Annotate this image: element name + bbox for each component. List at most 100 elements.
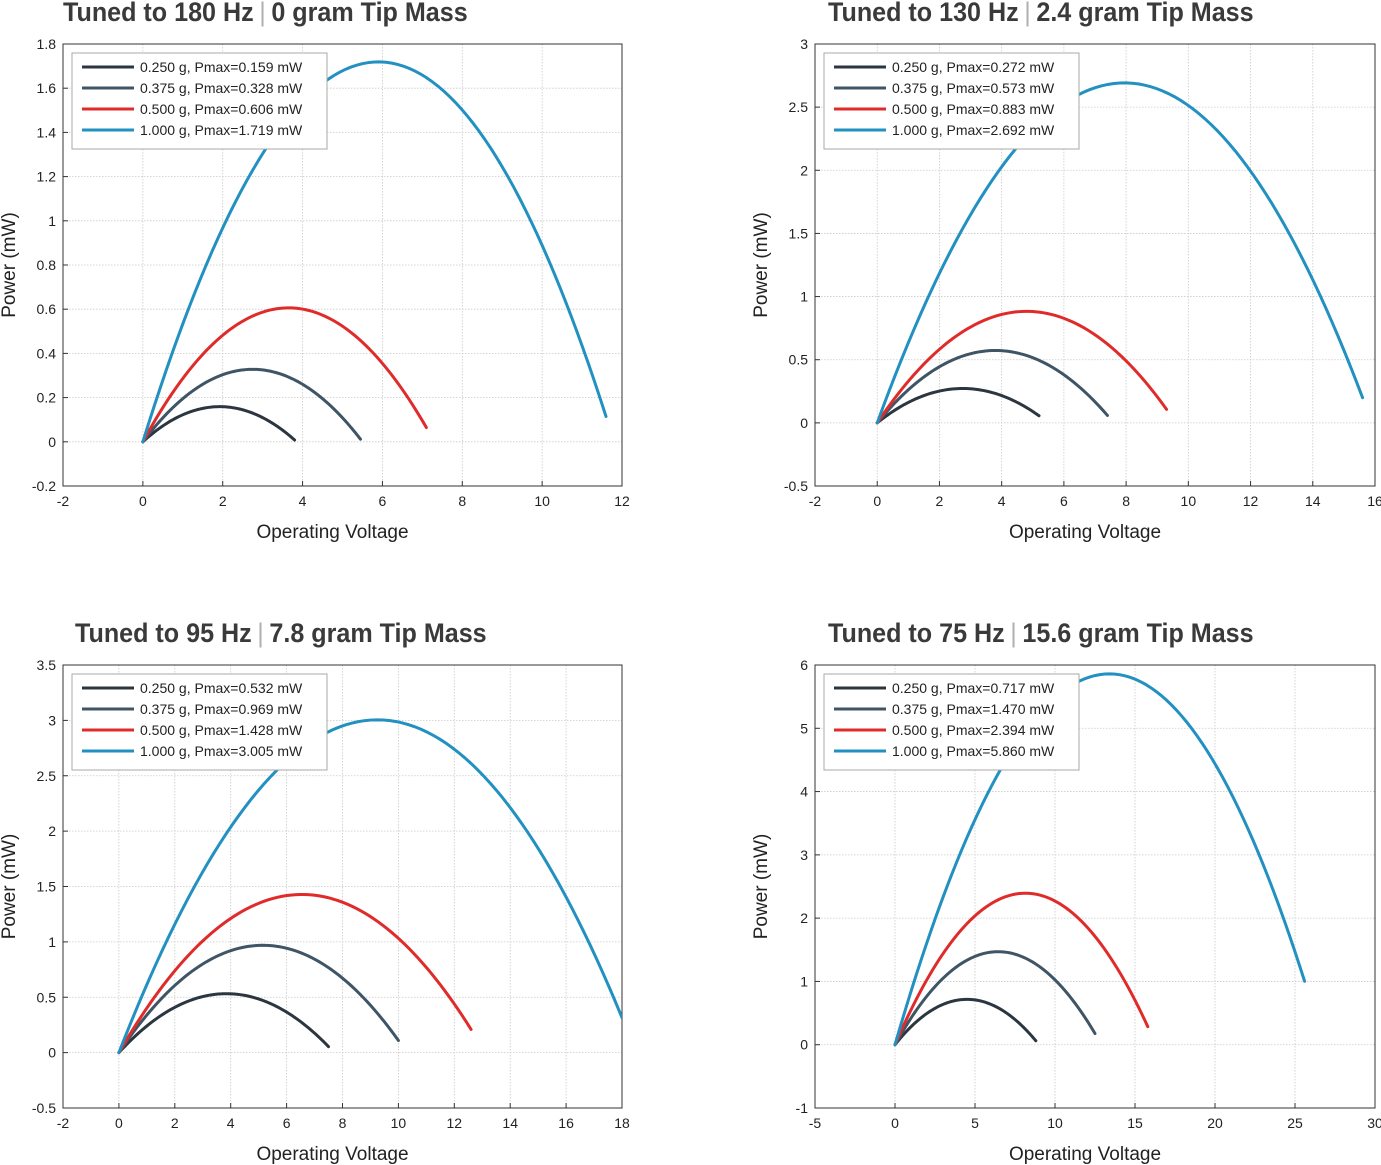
x-tick-label: 16 (1367, 493, 1381, 509)
legend-box (71, 673, 328, 771)
series-line (141, 367, 362, 444)
y-tick-label: 2.5 (37, 768, 57, 784)
x-tick-label: 6 (1060, 493, 1068, 509)
title-separator: | (257, 618, 264, 648)
y-tick-label: 0.5 (789, 352, 809, 368)
y-tick-label: 3.5 (37, 657, 57, 673)
y-tick-label: 1.5 (789, 225, 809, 241)
x-tick-label: 10 (1181, 493, 1197, 509)
y-tick-label: 3 (800, 847, 808, 863)
chart-panel: -5 0 5 10 15 20 25 30 -1 0 1 2 3 4 5 6 Operating Voltage… (751, 657, 1381, 1165)
x-tick-label: 2 (171, 1115, 179, 1131)
title-tip-mass: 15.6 gram Tip Mass (1022, 618, 1254, 648)
legend-entry: 0.250 g, Pmax=0.272 mW (892, 59, 1055, 75)
x-tick-label: 2 (936, 493, 944, 509)
series-line (875, 309, 1169, 425)
x-tick-label: 12 (447, 1115, 463, 1131)
x-tick-label: 10 (391, 1115, 407, 1131)
y-tick-label: 0 (48, 434, 56, 450)
x-tick-label: 15 (1127, 1115, 1143, 1131)
x-tick-label: 25 (1287, 1115, 1303, 1131)
legend: 0.250 g, Pmax=0.272 mW 0.375 g, Pmax=0.57… (823, 52, 1080, 150)
title-separator: | (1010, 618, 1017, 648)
x-tick-label: 12 (614, 493, 630, 509)
legend-entry: 0.500 g, Pmax=2.394 mW (892, 722, 1055, 738)
title-separator: | (259, 0, 266, 27)
y-axis-label: Power (mW) (751, 212, 772, 318)
x-axis-label: Operating Voltage (1009, 522, 1161, 543)
y-tick-label: 2 (800, 910, 808, 926)
x-tick-label: 0 (873, 493, 881, 509)
x-tick-label: 30 (1367, 1115, 1381, 1131)
y-tick-label: 1.2 (37, 169, 57, 185)
panel-title: Tuned to 95 Hz | 7.8 gram Tip Mass (75, 618, 487, 649)
x-tick-label: -2 (809, 493, 822, 509)
legend-entry: 1.000 g, Pmax=2.692 mW (892, 122, 1055, 138)
y-tick-label: 0 (800, 1037, 808, 1053)
x-tick-label: 5 (971, 1115, 979, 1131)
legend-entry: 0.250 g, Pmax=0.717 mW (892, 680, 1055, 696)
y-tick-label: 0 (800, 415, 808, 431)
title-tip-mass: 0 gram Tip Mass (271, 0, 468, 27)
x-tick-label: 4 (299, 493, 307, 509)
series-line (893, 997, 1038, 1047)
series-line (875, 387, 1041, 425)
legend-entry: 0.375 g, Pmax=0.969 mW (140, 701, 303, 717)
x-tick-label: 0 (115, 1115, 123, 1131)
y-tick-label: 2 (800, 162, 808, 178)
y-axis-label: Power (mW) (0, 212, 20, 318)
title-frequency: Tuned to 95 Hz (75, 618, 252, 648)
title-frequency: Tuned to 75 Hz (828, 618, 1005, 648)
legend-box (823, 673, 1080, 771)
legend-entry: 0.375 g, Pmax=1.470 mW (892, 701, 1055, 717)
y-tick-label: 0.5 (37, 989, 57, 1005)
y-tick-label: 2.5 (789, 99, 809, 115)
axes-frame (814, 664, 1376, 1109)
y-tick-label: -0.2 (32, 478, 56, 494)
y-tick-label: 1.4 (37, 124, 57, 140)
series-line (117, 892, 473, 1055)
x-tick-label: 0 (139, 493, 147, 509)
series-line (893, 950, 1097, 1047)
x-axis-label: Operating Voltage (1009, 1144, 1161, 1165)
legend-box (823, 52, 1080, 150)
y-tick-label: 1.8 (37, 36, 57, 52)
x-tick-label: 8 (339, 1115, 347, 1131)
y-tick-label: -1 (796, 1100, 809, 1116)
y-tick-label: 1 (800, 973, 808, 989)
legend-entry: 0.500 g, Pmax=1.428 mW (140, 722, 303, 738)
legend-entry: 0.375 g, Pmax=0.328 mW (140, 80, 303, 96)
x-tick-label: 18 (614, 1115, 630, 1131)
x-tick-label: 4 (227, 1115, 235, 1131)
y-tick-label: 5 (800, 720, 808, 736)
y-tick-label: 1 (800, 289, 808, 305)
x-tick-label: -2 (57, 493, 70, 509)
chart-panel: -2 0 2 4 6 8 10 12 14 16 18 -0.5 0 0.5 1 1.5 2 2.5 3 3.5 Ope… (0, 657, 630, 1165)
legend-entry: 1.000 g, Pmax=3.005 mW (140, 743, 303, 759)
y-tick-label: 0.6 (37, 301, 57, 317)
series-line (875, 348, 1109, 425)
series-line (875, 81, 1365, 425)
title-frequency: Tuned to 180 Hz (63, 0, 254, 27)
y-tick-label: 0.4 (37, 345, 57, 361)
legend-entry: 1.000 g, Pmax=1.719 mW (140, 122, 303, 138)
y-tick-label: 3 (48, 712, 56, 728)
legend-entry: 1.000 g, Pmax=5.860 mW (892, 743, 1055, 759)
panel-title: Tuned to 130 Hz | 2.4 gram Tip Mass (828, 0, 1254, 28)
title-tip-mass: 7.8 gram Tip Mass (269, 618, 487, 648)
y-tick-label: 6 (800, 657, 808, 673)
y-tick-label: 0.8 (37, 257, 57, 273)
series-line (893, 891, 1150, 1047)
y-tick-label: -0.5 (32, 1100, 56, 1116)
y-axis-label: Power (mW) (751, 834, 772, 940)
legend-entry: 0.375 g, Pmax=0.573 mW (892, 80, 1055, 96)
x-tick-label: 12 (1243, 493, 1259, 509)
title-frequency: Tuned to 130 Hz (828, 0, 1019, 27)
legend: 0.250 g, Pmax=0.532 mW 0.375 g, Pmax=0.96… (71, 673, 328, 771)
y-tick-label: 3 (800, 36, 808, 52)
x-tick-label: 14 (1305, 493, 1321, 509)
x-tick-label: -5 (809, 1115, 822, 1131)
x-tick-label: 2 (219, 493, 227, 509)
x-tick-label: 0 (891, 1115, 899, 1131)
series-line (117, 943, 400, 1055)
